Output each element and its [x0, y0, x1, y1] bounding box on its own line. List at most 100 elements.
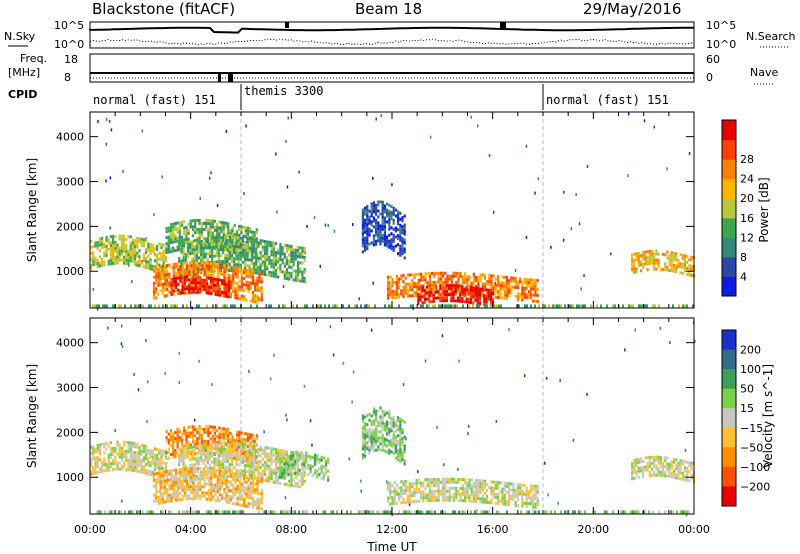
echo-cell — [256, 476, 259, 480]
echo-cell — [216, 287, 219, 291]
echo-cell — [177, 274, 180, 278]
echo-cell — [152, 296, 156, 300]
echo-cell — [461, 490, 464, 494]
echo-cell — [94, 450, 97, 454]
echo-cell — [256, 500, 259, 504]
echo-cell — [161, 288, 164, 292]
echo-cell — [225, 294, 228, 298]
echo-cell — [300, 456, 303, 460]
echo-cell — [234, 493, 237, 497]
echo-cell — [252, 447, 256, 451]
echo-cell — [189, 243, 192, 246]
echo-cell — [218, 438, 221, 442]
echo-cell — [247, 284, 250, 288]
echo-cell — [198, 424, 201, 428]
echo-cell — [149, 461, 152, 465]
echo-cell — [633, 464, 636, 468]
echo-cell — [206, 473, 209, 477]
echo-cell — [185, 441, 188, 444]
echo-cell — [246, 470, 249, 474]
echo-cell — [223, 276, 226, 280]
echo-cell — [205, 482, 208, 486]
echo-cell — [483, 485, 486, 489]
echo-cell — [185, 270, 189, 274]
echo-cell — [377, 203, 380, 207]
echo-cell — [477, 279, 480, 283]
echo-cell — [177, 489, 180, 493]
echo-cell — [417, 295, 420, 299]
echo-cell — [270, 453, 273, 457]
echo-cell — [402, 292, 405, 296]
echo-cell — [207, 270, 211, 274]
echo-cell — [241, 448, 245, 452]
echo-cell — [285, 274, 289, 278]
echo-speckle — [216, 204, 219, 208]
echo-cell — [423, 300, 426, 304]
echo-cell — [182, 259, 185, 263]
echo-cell — [129, 459, 132, 463]
echo-cell — [157, 501, 160, 505]
echo-cell — [430, 291, 433, 295]
echo-cell — [214, 286, 217, 290]
cpid-segment-label: normal (fast) 151 — [93, 93, 216, 107]
echo-cell — [428, 284, 431, 288]
echo-cell — [320, 455, 323, 459]
echo-cell — [683, 263, 687, 267]
echo-cell — [134, 469, 137, 473]
echo-cell — [205, 276, 208, 280]
echo-cell — [153, 459, 156, 463]
echo-cell — [437, 274, 440, 278]
echo-cell — [226, 445, 229, 448]
echo-cell — [494, 480, 497, 484]
echo-cell — [510, 276, 513, 280]
echo-cell — [230, 266, 234, 270]
colorbar-tick-label: 16 — [740, 212, 754, 225]
echo-cell — [221, 293, 224, 297]
echo-cell — [98, 449, 101, 453]
echo-cell — [466, 490, 469, 494]
echo-cell — [250, 458, 253, 462]
echo-cell — [92, 251, 95, 255]
echo-cell — [184, 452, 187, 456]
echo-cell — [497, 487, 500, 490]
echo-cell — [183, 479, 186, 483]
echo-cell — [442, 280, 445, 284]
echo-cell — [459, 299, 462, 303]
echo-cell — [192, 261, 195, 265]
echo-cell — [479, 273, 482, 277]
echo-cell — [118, 467, 121, 471]
echo-cell — [114, 458, 117, 462]
echo-cell — [250, 455, 253, 459]
echo-cell — [631, 468, 634, 472]
echo-cell — [450, 304, 452, 308]
echo-cell — [199, 287, 202, 291]
echo-cell — [437, 277, 440, 281]
echo-cell — [169, 247, 173, 251]
echo-cell — [370, 202, 373, 206]
echo-cell — [214, 289, 217, 293]
echo-cell — [147, 266, 150, 270]
echo-cell — [191, 228, 195, 232]
echo-cell — [196, 488, 200, 492]
echo-cell — [234, 272, 237, 276]
echo-cell — [505, 297, 508, 300]
echo-cell — [283, 453, 286, 457]
echo-cell — [116, 461, 119, 465]
echo-cell — [202, 430, 206, 434]
echo-cell — [622, 304, 624, 308]
echo-cell — [167, 235, 170, 239]
echo-speckle — [105, 118, 108, 121]
echo-cell — [253, 234, 256, 237]
echo-cell — [499, 490, 502, 494]
echo-cell — [490, 283, 493, 287]
echo-cell — [219, 454, 223, 458]
nsky-line — [89, 26, 694, 34]
echo-cell — [409, 497, 412, 501]
echo-cell — [232, 483, 235, 487]
echo-cell — [170, 499, 173, 503]
echo-cell — [228, 248, 231, 251]
echo-cell — [501, 275, 504, 279]
echo-cell — [222, 245, 225, 249]
echo-cell — [501, 490, 504, 494]
echo-cell — [193, 448, 196, 452]
